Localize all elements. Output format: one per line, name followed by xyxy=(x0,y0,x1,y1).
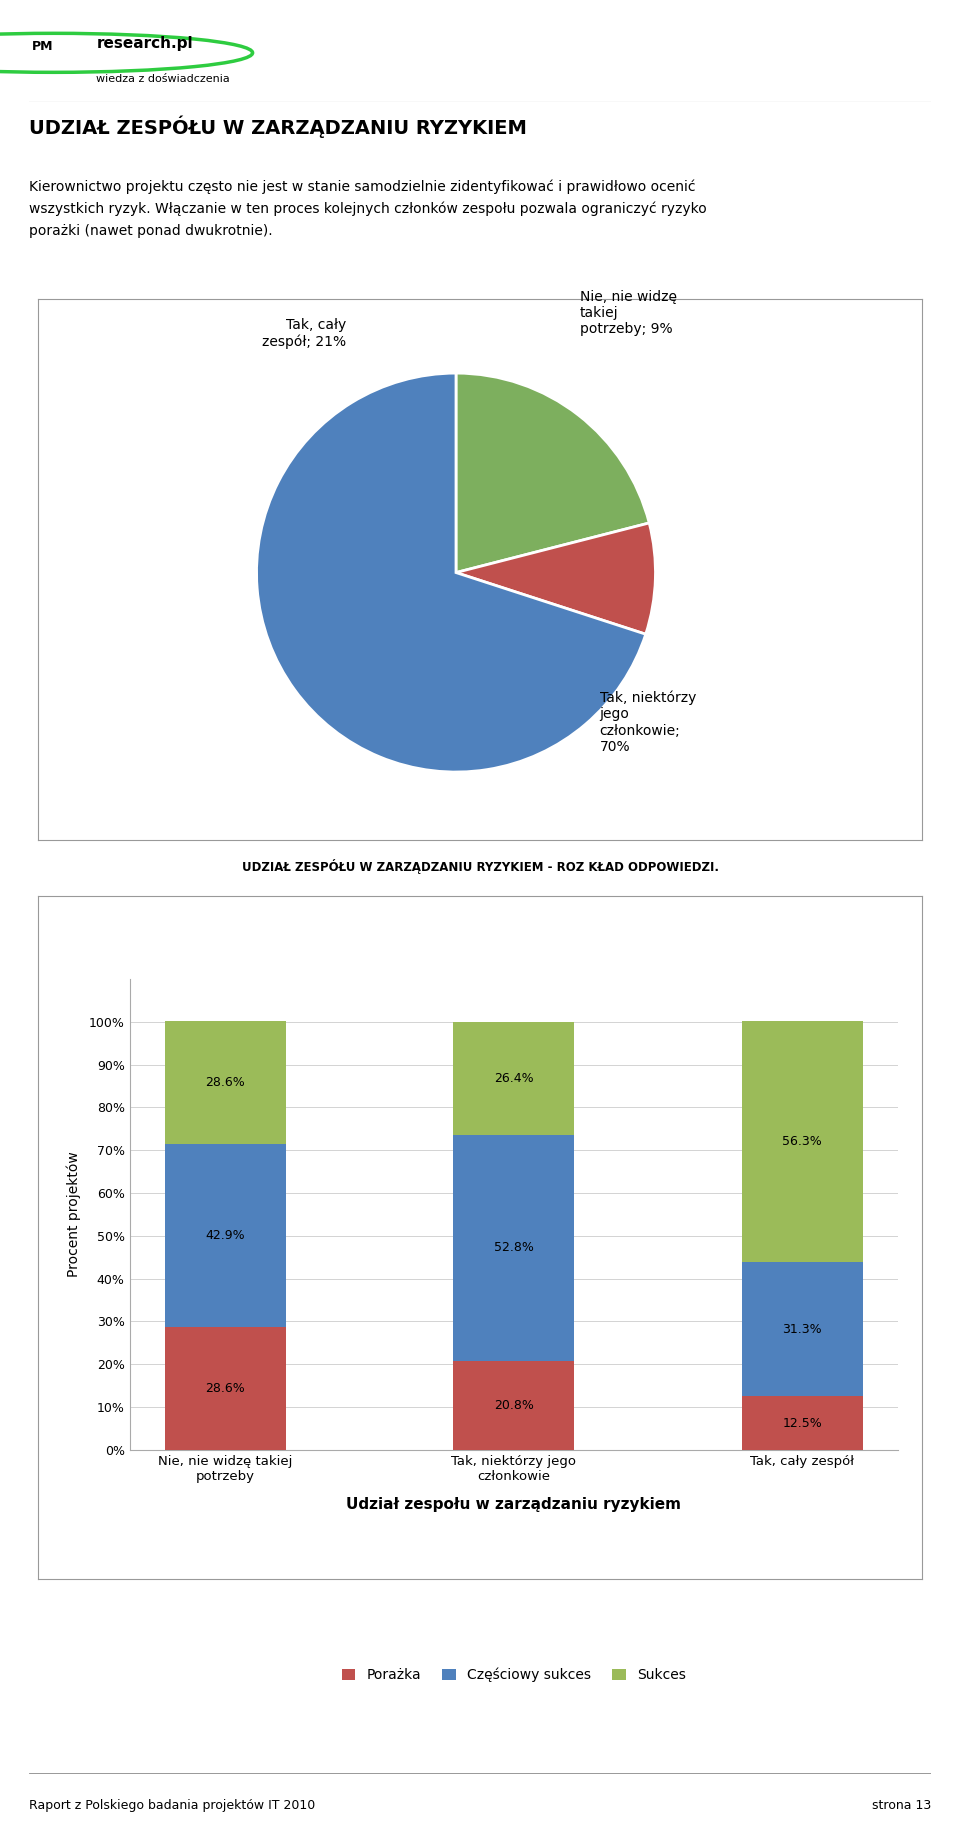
Text: Tak, cały
zespół; 21%: Tak, cały zespół; 21% xyxy=(262,318,347,349)
Text: 31.3%: 31.3% xyxy=(782,1322,822,1335)
Text: UDZIAŁ ZESPÓŁU W ZARZĄDZANIU RYZYKIEM - ROZ KŁAD ODPOWIEDZI.: UDZIAŁ ZESPÓŁU W ZARZĄDZANIU RYZYKIEM - … xyxy=(242,859,718,874)
Bar xyxy=(453,1134,574,1361)
Text: 52.8%: 52.8% xyxy=(493,1241,534,1254)
Bar xyxy=(741,1021,863,1262)
Legend: Porażka, Częściowy sukces, Sukces: Porażka, Częściowy sukces, Sukces xyxy=(336,1662,691,1688)
Bar xyxy=(741,1262,863,1396)
Text: wiedza z doświadczenia: wiedza z doświadczenia xyxy=(96,74,230,85)
Text: 56.3%: 56.3% xyxy=(782,1136,822,1149)
Wedge shape xyxy=(256,373,646,772)
Text: 28.6%: 28.6% xyxy=(205,1382,245,1394)
Text: UDZIAŁ ZESPÓŁU W ZARZĄDZANIU RYZYKIEM: UDZIAŁ ZESPÓŁU W ZARZĄDZANIU RYZYKIEM xyxy=(29,116,527,139)
Text: 26.4%: 26.4% xyxy=(493,1071,534,1084)
Bar xyxy=(164,1328,286,1450)
Text: Kierownictwo projektu często nie jest w stanie samodzielnie zidentyfikować i pra: Kierownictwo projektu często nie jest w … xyxy=(29,179,707,238)
Text: 42.9%: 42.9% xyxy=(205,1228,245,1241)
Y-axis label: Procent projektów: Procent projektów xyxy=(66,1151,81,1278)
Wedge shape xyxy=(456,523,656,634)
Text: 12.5%: 12.5% xyxy=(782,1417,822,1430)
Text: PM: PM xyxy=(32,41,53,54)
Bar xyxy=(453,1021,574,1134)
X-axis label: Udział zespołu w zarządzaniu ryzykiem: Udział zespołu w zarządzaniu ryzykiem xyxy=(347,1496,681,1511)
Text: strona 13: strona 13 xyxy=(872,1799,931,1812)
Text: Tak, niektórzy
jego
członkowie;
70%: Tak, niektórzy jego członkowie; 70% xyxy=(600,691,696,754)
Text: 20.8%: 20.8% xyxy=(493,1398,534,1411)
Text: Raport z Polskiego badania projektów IT 2010: Raport z Polskiego badania projektów IT … xyxy=(29,1799,315,1812)
Bar xyxy=(164,1143,286,1328)
Text: Nie, nie widzę
takiej
potrzeby; 9%: Nie, nie widzę takiej potrzeby; 9% xyxy=(580,290,677,336)
Wedge shape xyxy=(456,373,649,573)
Text: research.pl: research.pl xyxy=(96,37,193,52)
Bar xyxy=(741,1396,863,1450)
Text: 28.6%: 28.6% xyxy=(205,1077,245,1090)
Bar xyxy=(453,1361,574,1450)
Bar xyxy=(164,1021,286,1143)
